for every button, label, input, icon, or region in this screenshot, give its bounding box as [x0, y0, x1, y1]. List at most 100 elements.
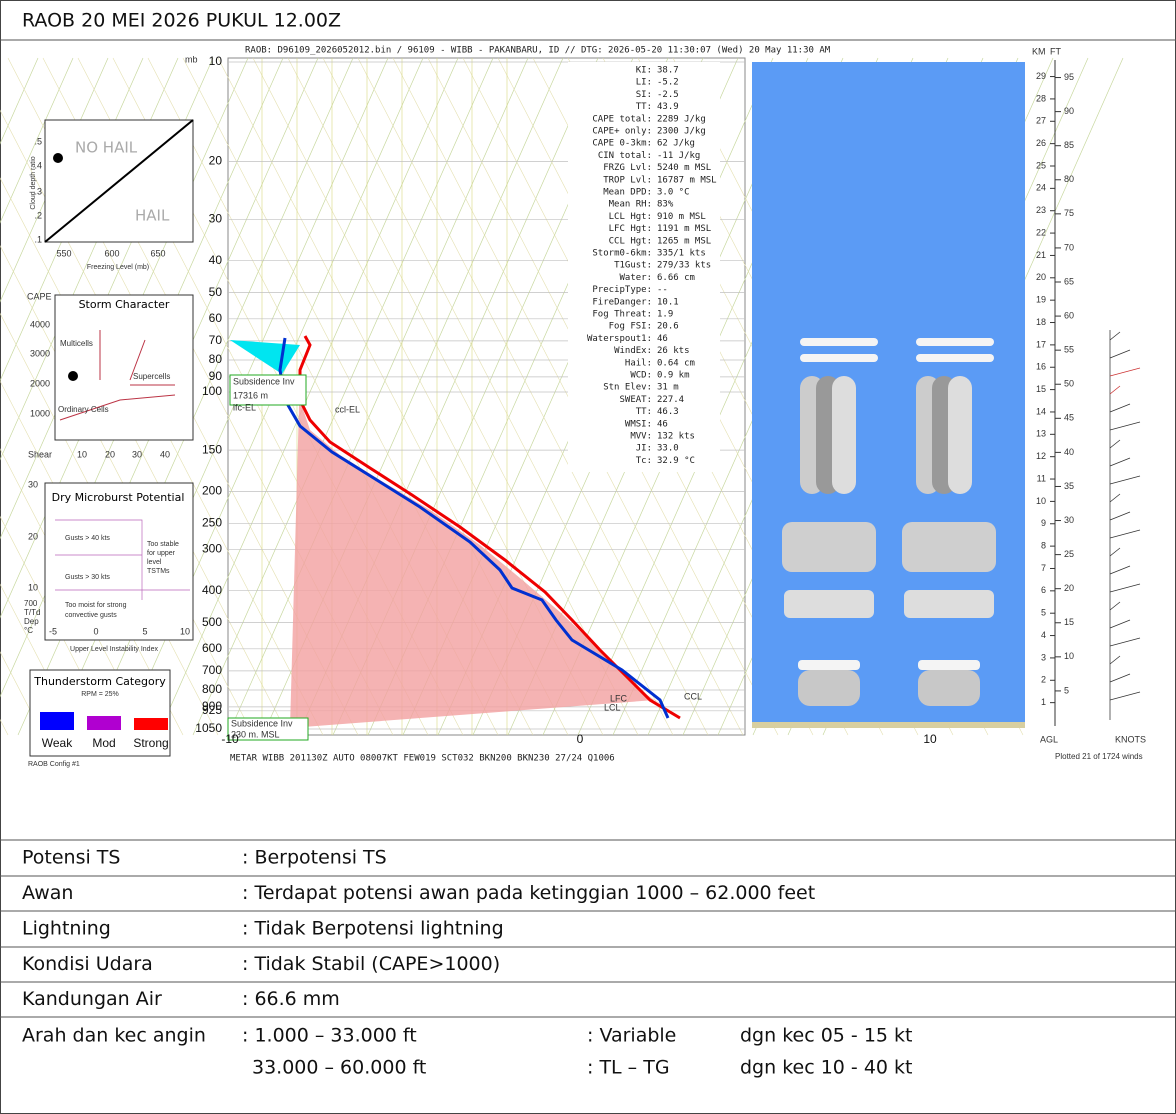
label-box: [227, 717, 309, 741]
microburst-panel: Dry Microburst Potential Gusts > 40 kts …: [24, 479, 194, 653]
index-value: 227.4: [657, 395, 684, 405]
tick-label: 600: [104, 248, 119, 258]
ft-label: 30: [1064, 515, 1074, 525]
annotation: LCL: [604, 702, 621, 712]
index-label: TT:: [636, 102, 652, 112]
wind-barb: [1109, 349, 1131, 359]
index-value: 2300 J/kg: [657, 127, 706, 137]
pressure-label: 700: [202, 663, 222, 677]
wind-barb: [1109, 637, 1141, 647]
isotherm: [157, 57, 459, 736]
index-label: WMSI:: [625, 419, 652, 429]
tick-label: 4000: [30, 319, 50, 329]
index-label: CAPE+ only:: [592, 127, 652, 137]
cloud: [916, 338, 994, 346]
pressure-label: 60: [209, 311, 223, 325]
ft-label: 55: [1064, 345, 1074, 355]
index-value: 0.9 km: [657, 371, 690, 381]
index-value: 26 kts: [657, 346, 690, 356]
km-label: 15: [1036, 384, 1046, 394]
km-label: 3: [1041, 652, 1046, 662]
cloud: [918, 660, 980, 670]
panel-label: TSTMs: [147, 568, 170, 575]
km-label: 10: [1036, 496, 1046, 506]
pressure-label: 900: [202, 699, 222, 713]
index-label: KI:: [636, 66, 652, 76]
km-label: 17: [1036, 339, 1046, 349]
tick-label: 2000: [30, 378, 50, 388]
km-label: 26: [1036, 138, 1046, 148]
category-swatch: [40, 712, 74, 730]
km-label: 21: [1036, 250, 1046, 260]
pressure-label: 40: [209, 253, 223, 267]
cloud: [916, 354, 994, 362]
row-value: : Tidak Berpotensi lightning: [242, 918, 504, 940]
index-label: CAPE 0-3km:: [592, 139, 652, 149]
panel-label: NO HAIL: [75, 139, 138, 157]
index-value: 83%: [657, 200, 674, 210]
wind-barbs: [1109, 331, 1141, 701]
wind-barb: [1109, 421, 1141, 431]
cloud: [832, 376, 856, 494]
panel-label: Too stable: [147, 541, 179, 548]
index-label: Storm0-6km:: [592, 249, 652, 259]
index-value: 46: [657, 334, 668, 344]
ft-label: 65: [1064, 276, 1074, 286]
wind-barb: [1109, 367, 1141, 377]
hail-point: [53, 153, 63, 163]
axis-title: Cloud depth ratio: [30, 156, 37, 209]
km-label: 20: [1036, 272, 1046, 282]
tick-label: 550: [56, 248, 71, 258]
row-value: : Tidak Stabil (CAPE>1000): [242, 953, 500, 975]
wind-barb: [1109, 691, 1141, 701]
pressure-label: 20: [209, 154, 223, 168]
ft-label: 5: [1064, 685, 1069, 695]
index-label: Mean RH:: [609, 200, 652, 210]
isotherm: [192, 57, 494, 736]
wind-barb: [1109, 385, 1121, 395]
pressure-label: 50: [209, 285, 223, 299]
pressure-label: 1050: [195, 721, 222, 735]
temperature-label: 0: [577, 732, 584, 746]
axis-title: 700: [24, 599, 38, 608]
index-value: 31 m: [657, 383, 679, 393]
index-value: 3.0 °C: [657, 188, 690, 198]
annotation: 17316 m: [233, 390, 268, 400]
tick-label: 20: [28, 531, 38, 541]
hail-panel: NO HAIL HAIL Cloud depth ratio .5 .4 .3 …: [30, 119, 194, 271]
pressure-label: 70: [209, 333, 223, 347]
dry-adiabat: [287, 57, 639, 736]
km-label: 12: [1036, 451, 1046, 461]
pressure-label: 925: [202, 703, 222, 717]
wind-barb: [1109, 565, 1131, 575]
annotation: LFC: [610, 693, 628, 703]
wind-barb: [1109, 583, 1141, 593]
pressure-label: 300: [202, 542, 222, 556]
panel-title: Storm Character: [79, 298, 170, 311]
ft-label: 15: [1064, 617, 1074, 627]
km-label: 2: [1041, 675, 1046, 685]
dry-adiabat: [322, 57, 674, 736]
index-label: Tc:: [636, 456, 652, 466]
dry-adiabat: [357, 57, 709, 736]
wind-barb: [1109, 655, 1121, 665]
index-value: 46: [657, 419, 668, 429]
ft-label: FT: [1050, 46, 1061, 56]
km-label: 25: [1036, 160, 1046, 170]
ft-label: 85: [1064, 140, 1074, 150]
tick-label: 10: [180, 626, 190, 636]
tick-label: .3: [34, 186, 42, 196]
dry-adiabat: [0, 583, 79, 736]
pressure-label: 600: [202, 641, 222, 655]
category-swatch: [134, 718, 168, 730]
ft-label: 20: [1064, 583, 1074, 593]
km-label: 8: [1041, 540, 1046, 550]
info-table: Potensi TS: Berpotensi TS Awan: Terdapat …: [0, 839, 1176, 1079]
index-label: TT:: [636, 407, 652, 417]
pressure-label: 400: [202, 583, 222, 597]
panel-box: [54, 294, 194, 441]
tick-label: 10: [28, 582, 38, 592]
pressure-label: 100: [202, 384, 222, 398]
index-value: 0.64 cm: [657, 358, 695, 368]
ft-label: 50: [1064, 379, 1074, 389]
